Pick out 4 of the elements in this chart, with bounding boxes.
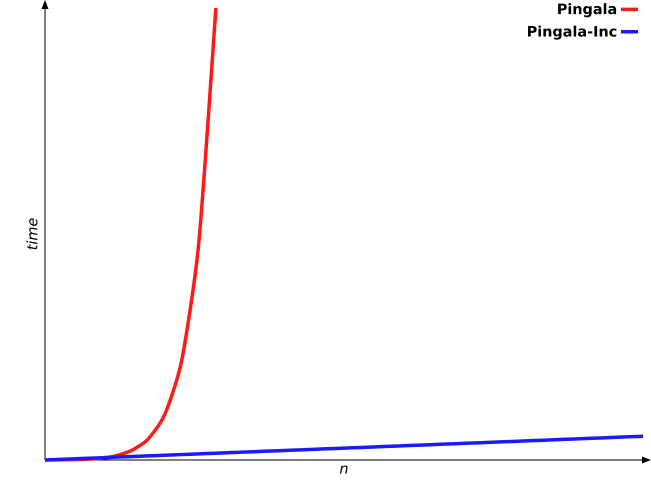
- y-axis-title: time: [26, 218, 38, 250]
- legend-label: Pingala-Inc: [528, 26, 616, 40]
- x-axis-title: n: [340, 466, 348, 474]
- legend-label: Pingala: [558, 3, 616, 18]
